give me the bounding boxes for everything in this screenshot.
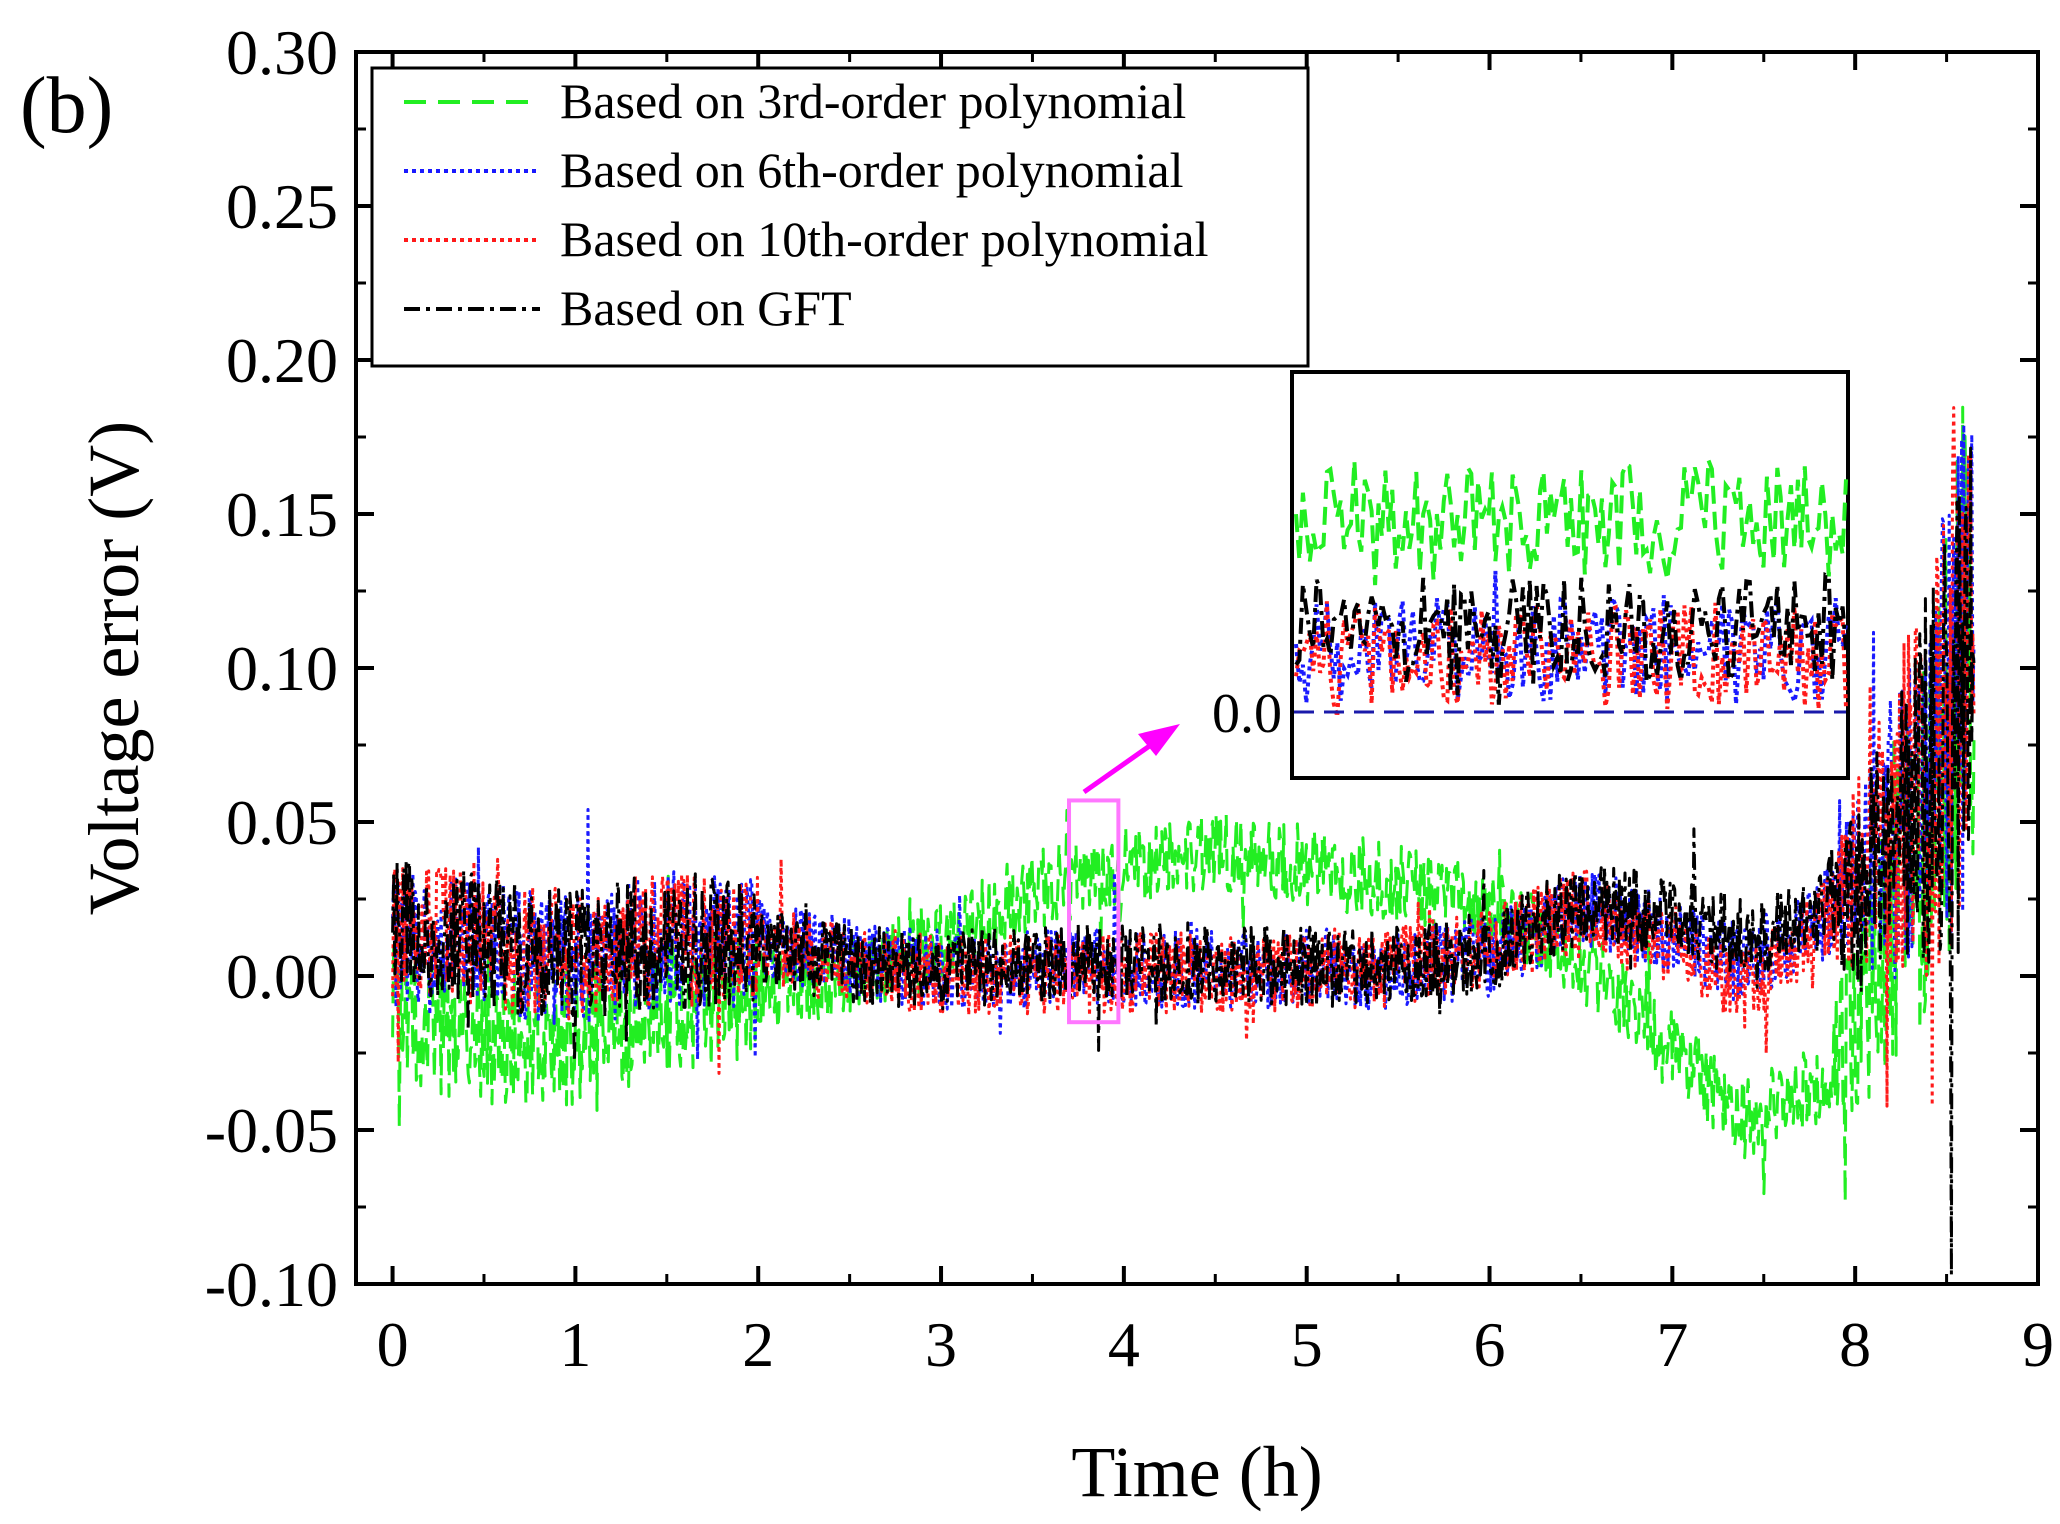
y-tick-label: 0.10 — [226, 633, 338, 704]
series-layer — [391, 405, 1976, 1277]
panel-label: (b) — [20, 62, 113, 150]
x-tick-label: 8 — [1839, 1309, 1871, 1380]
y-axis-label: Voltage error (V) — [74, 421, 154, 915]
y-tick-label: 0.30 — [226, 17, 338, 88]
legend-label: Based on 10th-order polynomial — [560, 211, 1209, 267]
inset-series-line — [1294, 601, 1848, 718]
y-tick-label: 0.15 — [226, 479, 338, 550]
series-line — [391, 446, 1976, 1277]
legend: Based on 3rd-order polynomial Based on 6t… — [370, 66, 1310, 368]
x-axis-label: Time (h) — [1071, 1432, 1322, 1512]
x-tick-label: 1 — [559, 1309, 591, 1380]
zoom-arrow — [1082, 724, 1180, 795]
inset-series-line — [1294, 571, 1848, 705]
legend-box — [370, 66, 1310, 368]
y-tick-label: 0.25 — [226, 171, 338, 242]
series-line — [391, 406, 1976, 1108]
legend-label: Based on GFT — [560, 280, 852, 336]
legend-label: Based on 6th-order polynomial — [560, 142, 1184, 198]
y-tick-label: 0.05 — [226, 787, 338, 858]
ticks-layer: 0 1 2 3 4 5 6 7 8 9 -0.10 -0.05 0.00 0.05 0.10 0.15 0.20… — [205, 17, 2054, 1380]
y-tick-label: -0.10 — [205, 1249, 338, 1320]
y-tick-label: 0.00 — [226, 941, 338, 1012]
x-tick-label: 4 — [1108, 1309, 1140, 1380]
x-tick-label: 7 — [1656, 1309, 1688, 1380]
x-tick-label: 2 — [742, 1309, 774, 1380]
x-tick-label: 9 — [2022, 1309, 2054, 1380]
x-tick-label: 3 — [925, 1309, 957, 1380]
legend-label: Based on 3rd-order polynomial — [560, 73, 1186, 129]
inset-plot: 0.0 — [1212, 370, 1850, 780]
inset-series — [1294, 459, 1848, 718]
inset-series-line — [1294, 459, 1848, 586]
y-tick-label: -0.05 — [205, 1095, 338, 1166]
highlight-box — [1067, 798, 1121, 1025]
y-tick-label: 0.20 — [226, 325, 338, 396]
series-line — [391, 405, 1976, 1204]
inset-zero-label: 0.0 — [1212, 683, 1282, 745]
x-tick-label: 6 — [1474, 1309, 1506, 1380]
x-tick-label: 5 — [1291, 1309, 1323, 1380]
x-tick-label: 0 — [377, 1309, 409, 1380]
